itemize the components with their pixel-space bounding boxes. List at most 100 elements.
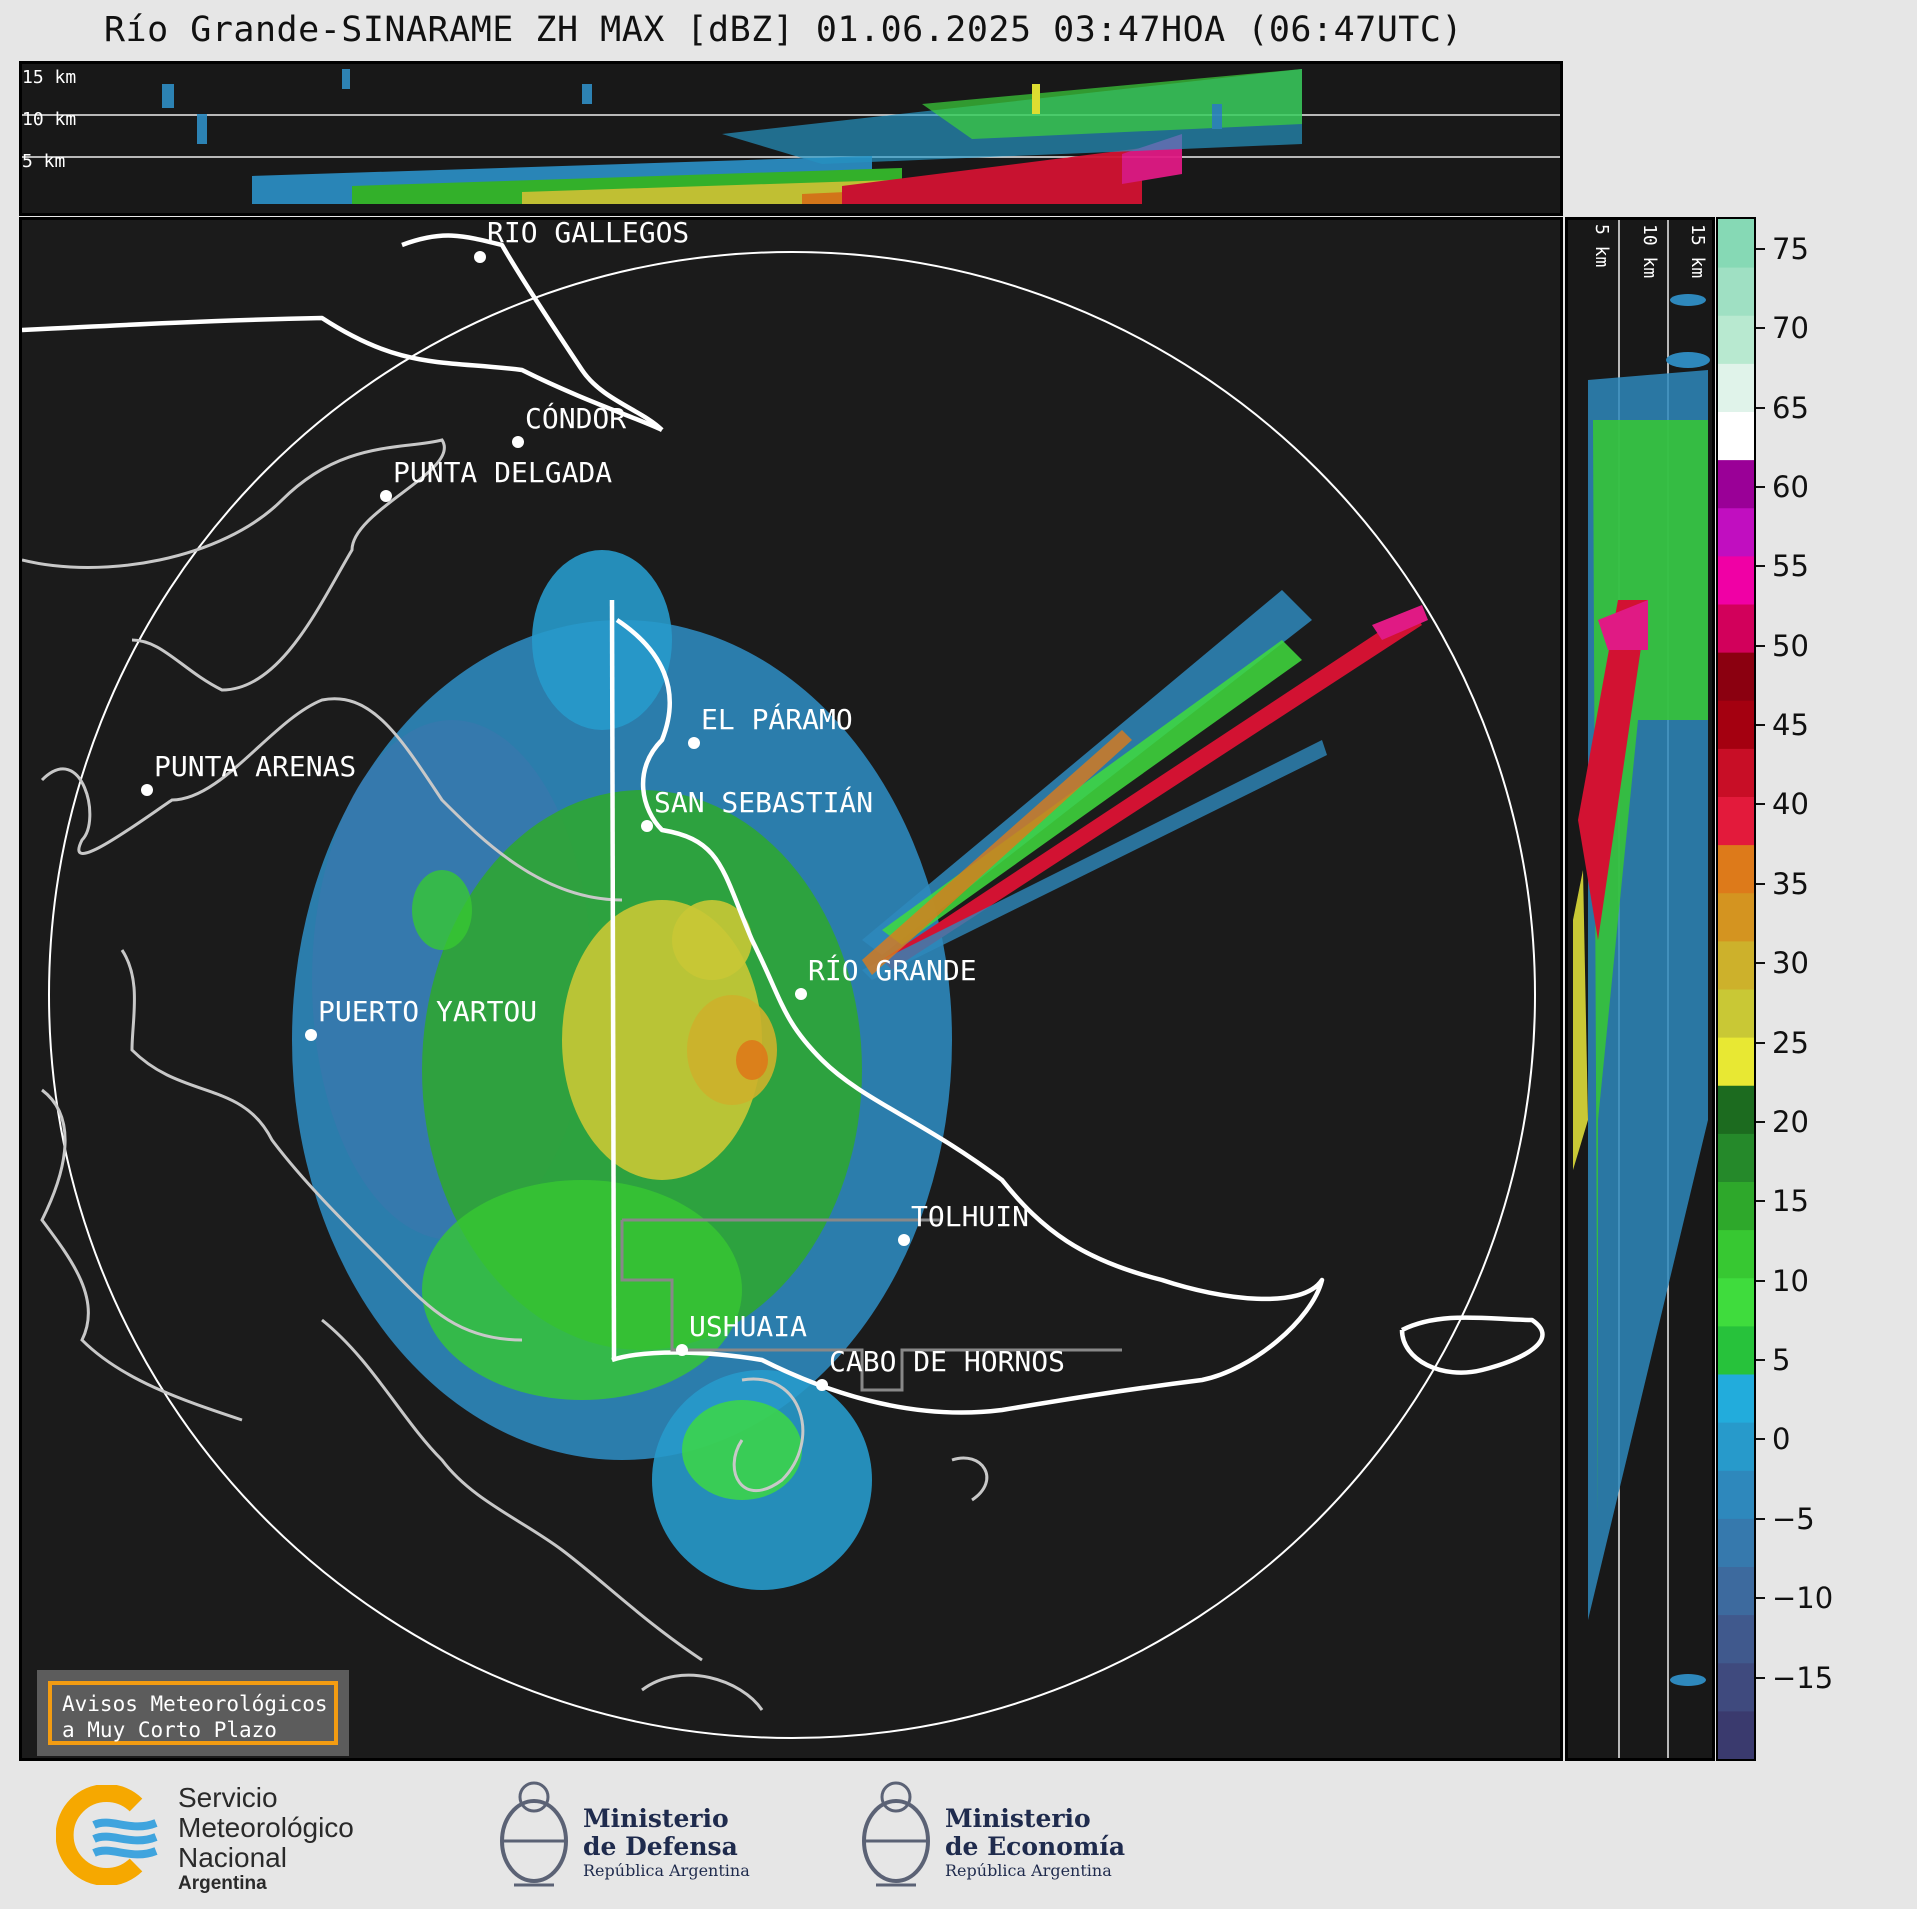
colorbar-tick-label: 75: [1772, 231, 1809, 266]
place-dot-rio-gallegos: [474, 251, 486, 263]
place-dot-cabo-de-hornos: [816, 1379, 828, 1391]
colorbar-segment: [1718, 363, 1754, 412]
place-label-tolhuin: TOLHUIN: [911, 1200, 1029, 1233]
colorbar-segment: [1718, 411, 1754, 461]
colorbar-segment: [1718, 219, 1754, 268]
province-border: [620, 1218, 1122, 1392]
colorbar-segment: [1718, 748, 1754, 797]
colorbar-segment: [1718, 796, 1754, 846]
colorbar-segment: [1718, 1662, 1754, 1712]
colorbar-tick-mark: [1756, 1120, 1765, 1123]
colorbar-tick-mark: [1756, 1597, 1765, 1600]
place-dot-punta-delgada: [380, 490, 392, 502]
defensa-line-2: de Defensa: [583, 1832, 738, 1861]
ew-height-label-5: 5 km: [22, 151, 65, 172]
dbz-colorbar: [1716, 217, 1756, 1761]
colorbar-tick-mark: [1756, 724, 1765, 727]
colorbar-tick-mark: [1756, 882, 1765, 885]
colorbar-tick-label: 0: [1772, 1422, 1791, 1457]
colorbar-tick-mark: [1756, 1359, 1765, 1362]
place-label-condor: CÓNDOR: [525, 401, 626, 435]
colorbar-tick-mark: [1756, 485, 1765, 488]
colorbar-segment: [1718, 1470, 1754, 1519]
place-dot-punta-arenas: [141, 784, 153, 796]
colorbar-segment: [1718, 892, 1754, 942]
economia-logo-text: Ministerio de Economía República Argenti…: [945, 1805, 1125, 1881]
colorbar-segment: [1718, 700, 1754, 749]
colorbar-segment: [1718, 459, 1754, 509]
colorbar-tick-mark: [1756, 1041, 1765, 1044]
place-dot-el-paramo: [688, 737, 700, 749]
defensa-line-1: Ministerio: [583, 1804, 729, 1833]
ew-height-label-10: 10 km: [22, 109, 76, 130]
colorbar-tick-label: 35: [1772, 866, 1809, 901]
ns-height-label-15: 15 km: [1687, 224, 1708, 278]
smn-line-2: Meteorológico: [178, 1812, 354, 1843]
colorbar-tick-label: −15: [1772, 1660, 1834, 1695]
colorbar-tick-mark: [1756, 1517, 1765, 1520]
colorbar-segment: [1718, 1374, 1754, 1423]
colorbar-tick-label: 45: [1772, 708, 1809, 743]
smn-line-4: Argentina: [178, 1873, 267, 1894]
notice-box: Avisos Meteorológicos a Muy Corto Plazo: [37, 1670, 349, 1756]
colorbar-segment: [1718, 652, 1754, 701]
place-markers: [141, 251, 910, 1391]
colorbar-segment: [1718, 940, 1754, 990]
economia-line-2: de Economía: [945, 1832, 1126, 1861]
colorbar-tick-mark: [1756, 327, 1765, 330]
colorbar-tick-label: 65: [1772, 390, 1809, 425]
ns-height-label-5: 5 km: [1591, 224, 1612, 267]
range-ring: [48, 251, 1536, 1739]
place-label-rio-gallegos: RÍO GALLEGOS: [487, 220, 689, 249]
colorbar-segment: [1718, 989, 1754, 1038]
smn-line-1: Servicio: [178, 1782, 278, 1813]
colorbar-segment: [1718, 604, 1754, 653]
chart-title: Río Grande-SINARAME ZH MAX [dBZ] 01.06.2…: [103, 10, 1464, 50]
colorbar-tick-mark: [1756, 1438, 1765, 1441]
colorbar-segment: [1718, 555, 1754, 605]
place-label-ushuaia: USHUAIA: [689, 1310, 807, 1343]
ns-height-label-10: 10 km: [1639, 224, 1660, 278]
colorbar-segment: [1718, 1422, 1754, 1471]
colorbar-segment: [1718, 1614, 1754, 1664]
colorbar-tick-label: −10: [1772, 1581, 1834, 1616]
colorbar-segment: [1718, 1518, 1754, 1567]
colorbar-tick-label: 10: [1772, 1263, 1809, 1298]
ew-height-label-15: 15 km: [22, 67, 76, 88]
colorbar-ticks: 75 70 65 60 55 50 45 40 35 30 25 20 15 10 5 0 −5 −10 −15: [1756, 217, 1876, 1761]
colorbar-tick-label: 30: [1772, 946, 1809, 981]
colorbar-tick-mark: [1756, 644, 1765, 647]
colorbar-segment: [1718, 1277, 1754, 1327]
colorbar-tick-mark: [1756, 565, 1765, 568]
radar-map: RÍO GALLEGOS CÓNDOR PUNTA DELGADA PUNTA …: [19, 217, 1563, 1761]
colorbar-tick-label: 50: [1772, 628, 1809, 663]
place-dot-tolhuin: [898, 1234, 910, 1246]
colorbar-segment: [1718, 1229, 1754, 1279]
colorbar-segment: [1718, 1037, 1754, 1086]
place-dot-puerto-yartou: [305, 1029, 317, 1041]
colorbar-segment: [1718, 1133, 1754, 1182]
place-label-puerto-yartou: PUERTO YARTOU: [318, 995, 537, 1028]
notice-line-1: Avisos Meteorológicos: [62, 1692, 328, 1716]
colorbar-segment: [1718, 1085, 1754, 1134]
colorbar-segment: [1718, 315, 1754, 364]
colorbar-tick-mark: [1756, 247, 1765, 250]
place-label-el-paramo: EL PÁRAMO: [701, 702, 853, 736]
smn-logo-icon: [56, 1785, 158, 1885]
colorbar-tick-mark: [1756, 406, 1765, 409]
colorbar-tick-mark: [1756, 1279, 1765, 1282]
radar-echoes: [292, 550, 1428, 1590]
coat-of-arms-defensa-icon: [500, 1781, 568, 1887]
ns-cross-section: 5 km 10 km 15 km: [1565, 217, 1715, 1761]
place-label-punta-arenas: PUNTA ARENAS: [154, 750, 356, 783]
colorbar-segment: [1718, 1710, 1754, 1760]
coat-of-arms-economia-icon: [862, 1781, 930, 1887]
colorbar-tick-label: 70: [1772, 311, 1809, 346]
colorbar-tick-label: 55: [1772, 549, 1809, 584]
colorbar-segment: [1718, 1181, 1754, 1231]
colorbar-tick-label: −5: [1772, 1501, 1815, 1536]
place-label-rio-grande: RÍO GRANDE: [808, 953, 977, 987]
colorbar-tick-mark: [1756, 1676, 1765, 1679]
colorbar-tick-mark: [1756, 803, 1765, 806]
colorbar-tick-label: 15: [1772, 1184, 1809, 1219]
